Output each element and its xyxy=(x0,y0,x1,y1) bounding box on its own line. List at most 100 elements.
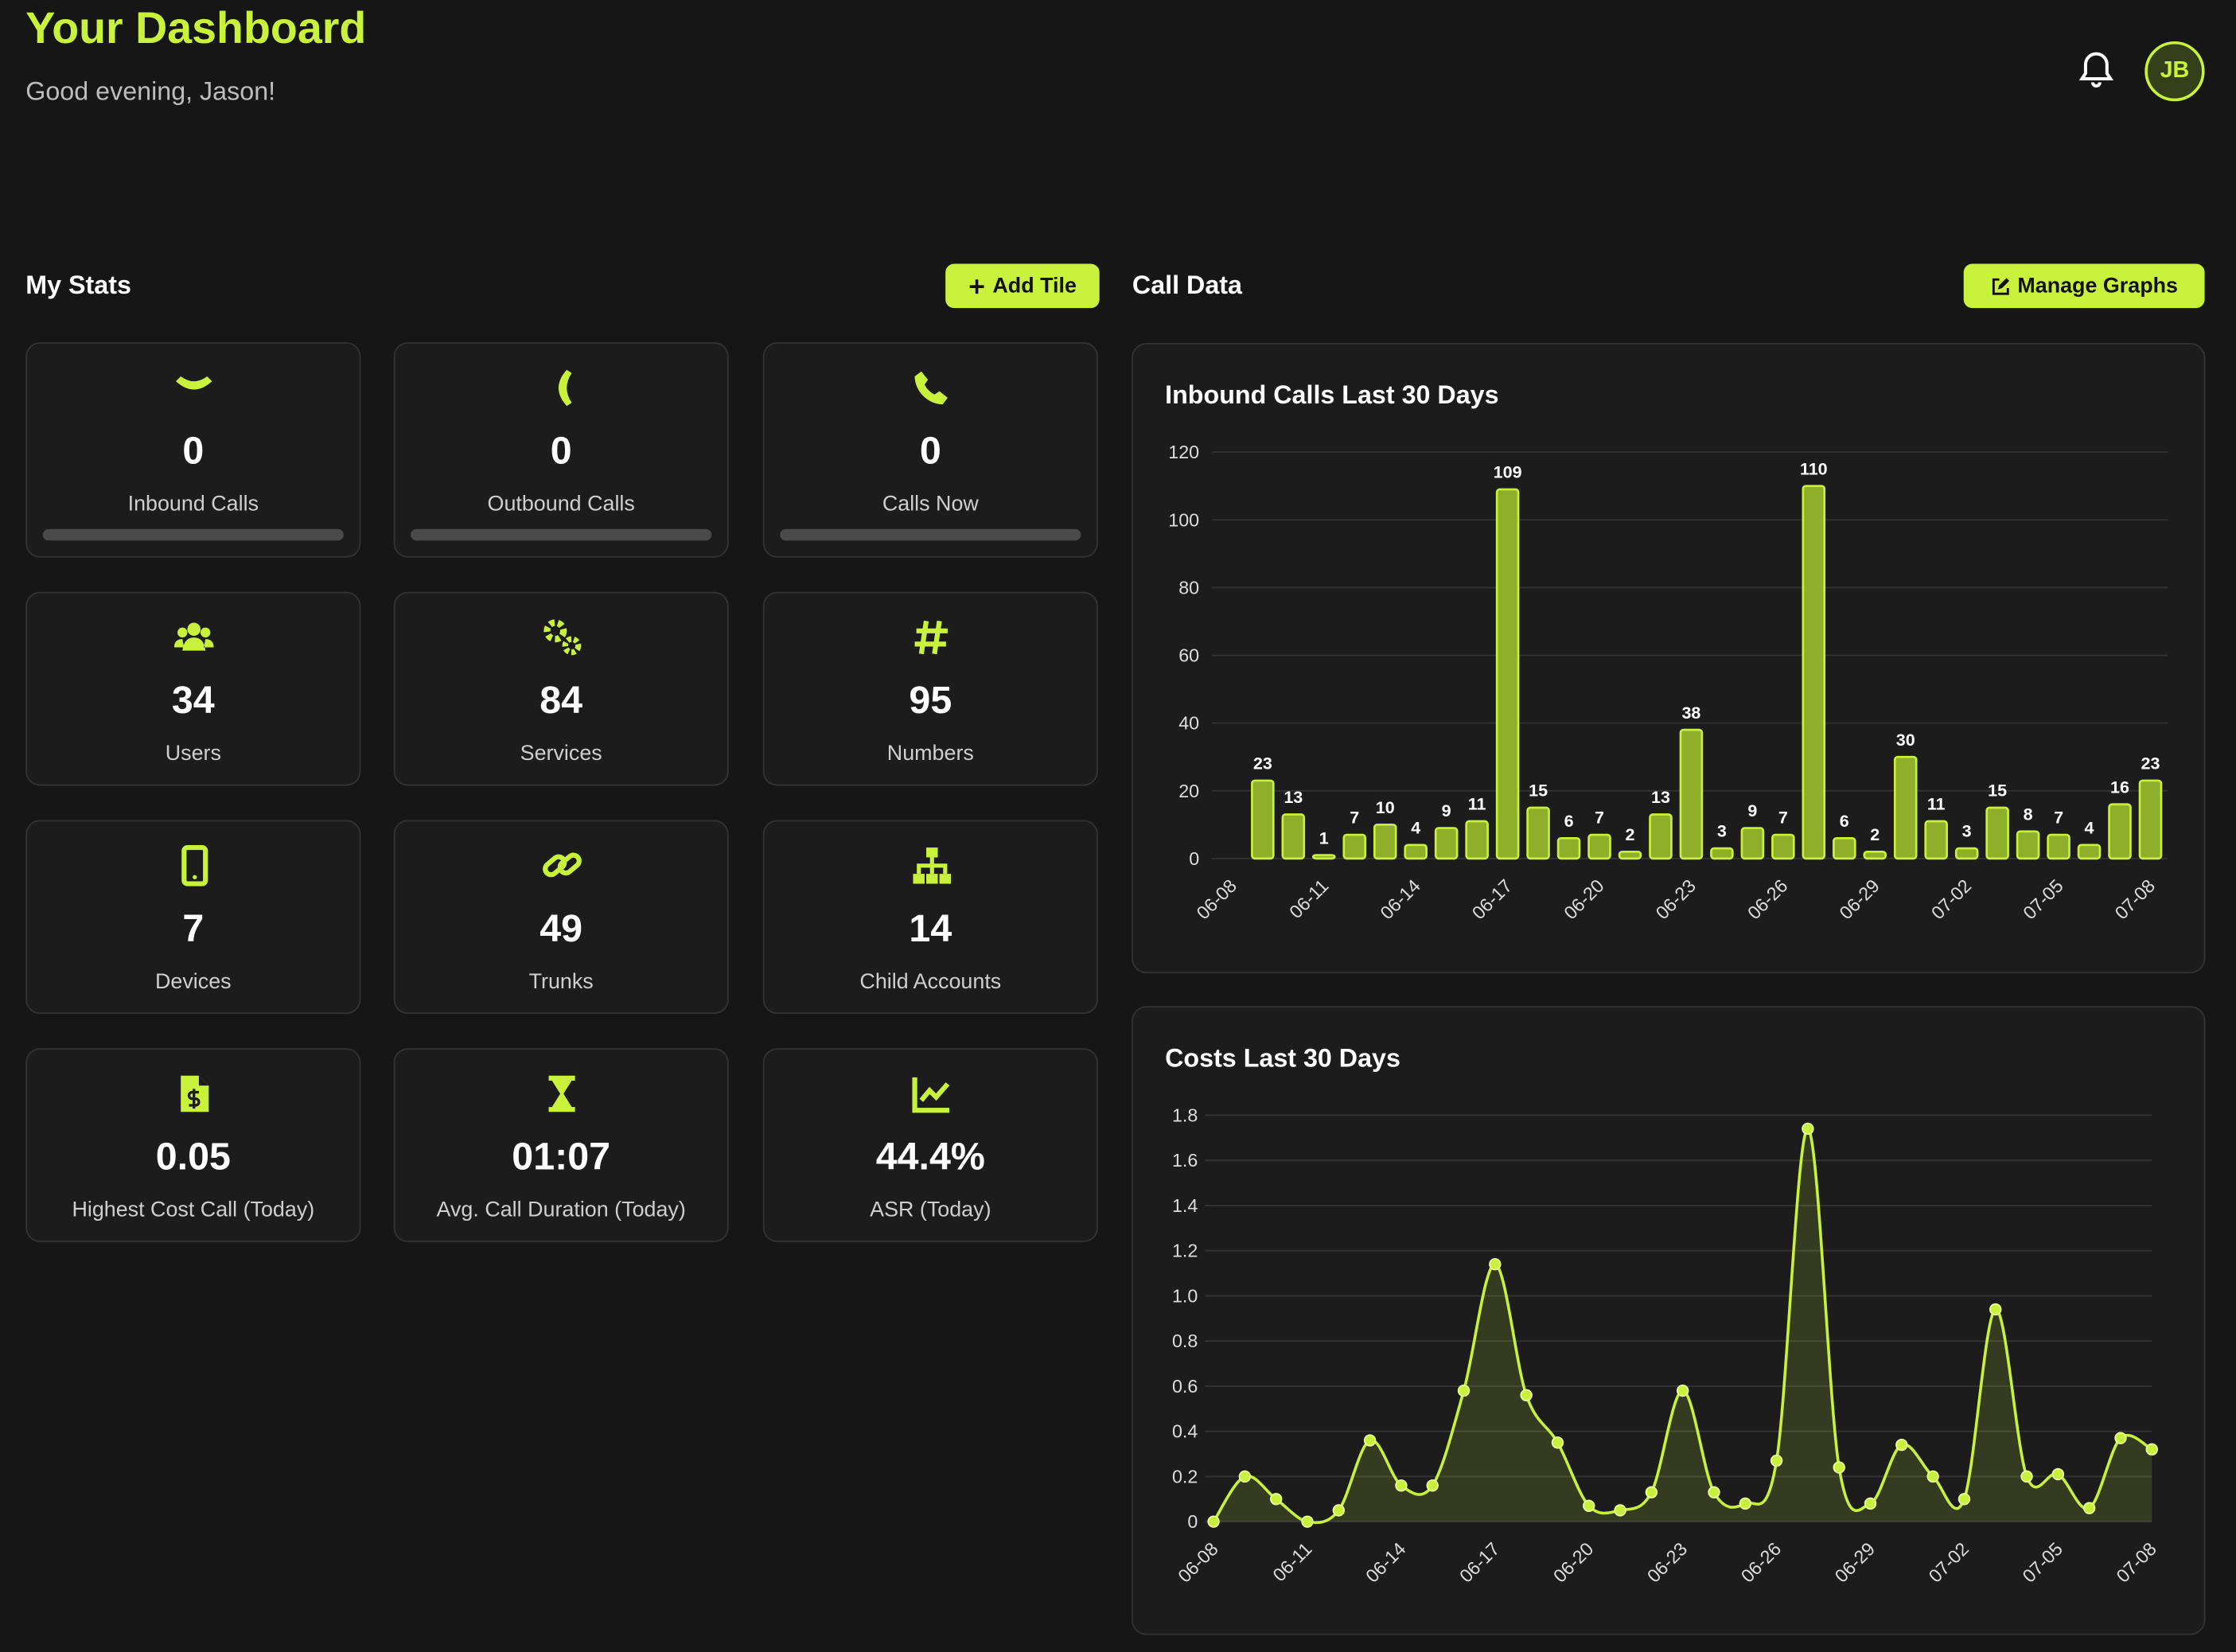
bar xyxy=(1526,806,1550,860)
bar xyxy=(1832,836,1856,860)
tile-label: Calls Now xyxy=(882,492,979,516)
avatar[interactable]: JB xyxy=(2144,41,2205,102)
data-label: 15 xyxy=(1988,781,2007,801)
tile-value: 34 xyxy=(171,679,215,722)
data-label: 109 xyxy=(1494,463,1522,482)
y-tick-label: 120 xyxy=(1168,442,1199,462)
stat-tile: 44.4% ASR (Today) xyxy=(762,1048,1098,1242)
tile-icon xyxy=(912,847,951,884)
stat-tile: 0 Inbound Calls xyxy=(25,342,361,558)
data-label: 7 xyxy=(1778,808,1788,828)
point xyxy=(1301,1515,1314,1528)
y-tick-label: 1.8 xyxy=(1172,1105,1198,1125)
point xyxy=(1457,1384,1471,1397)
stat-tile: 84 Services xyxy=(393,591,729,786)
progress-track xyxy=(42,528,344,541)
bar xyxy=(1251,779,1275,860)
data-label: 38 xyxy=(1681,703,1700,723)
data-label: 1 xyxy=(1319,828,1329,847)
add-tile-button[interactable]: Add Tile xyxy=(945,263,1100,309)
y-tick-label: 1.0 xyxy=(1172,1285,1198,1306)
tile-label: Avg. Call Duration (Today) xyxy=(436,1198,686,1222)
data-label: 23 xyxy=(1253,754,1272,773)
stat-tile: 34 Users xyxy=(25,591,361,786)
point xyxy=(1269,1493,1283,1506)
tile-value: 0 xyxy=(182,429,205,473)
progress-track xyxy=(780,528,1081,541)
bar xyxy=(2077,844,2102,860)
area xyxy=(1213,1128,2152,1523)
tile-value: 7 xyxy=(182,906,205,950)
point xyxy=(2020,1470,2033,1483)
button-label: Manage Graphs xyxy=(2017,274,2179,298)
bar xyxy=(2108,803,2132,860)
section-heading: Call Data xyxy=(1132,271,1242,300)
y-tick-label: 40 xyxy=(1178,713,1199,734)
y-tick-label: 0 xyxy=(1189,848,1199,869)
data-label: 23 xyxy=(2141,754,2160,773)
data-label: 7 xyxy=(2054,808,2063,828)
y-tick-label: 80 xyxy=(1178,577,1199,598)
bar xyxy=(1985,806,2009,860)
data-label: 2 xyxy=(1626,825,1635,844)
tile-label: Child Accounts xyxy=(859,969,1002,995)
chart-title: Inbound Calls Last 30 Days xyxy=(1165,380,1498,409)
data-label: 11 xyxy=(1927,795,1946,814)
y-tick-label: 1.4 xyxy=(1172,1195,1198,1216)
stat-tile: 7 Devices xyxy=(25,820,361,1015)
data-label: 7 xyxy=(1595,808,1604,828)
bar xyxy=(1863,850,1887,860)
tile-icon xyxy=(175,376,212,390)
tile-icon xyxy=(558,369,571,407)
manage-graphs-button[interactable]: Manage Graphs xyxy=(1963,263,2205,309)
point xyxy=(1770,1454,1783,1467)
tile-icon xyxy=(913,620,948,655)
data-label: 9 xyxy=(1747,801,1757,820)
data-label: 110 xyxy=(1800,459,1828,478)
point xyxy=(1739,1497,1751,1510)
tile-label: Trunks xyxy=(528,969,594,995)
page-title: Your Dashboard xyxy=(25,2,367,53)
bar xyxy=(2047,833,2070,860)
data-label: 11 xyxy=(1468,795,1486,814)
point xyxy=(1238,1470,1252,1483)
data-label: 2 xyxy=(1870,825,1880,844)
tile-value: 01:07 xyxy=(512,1135,611,1179)
stat-tile: 14 Child Accounts xyxy=(762,820,1098,1015)
point xyxy=(2114,1432,2127,1444)
tile-icon xyxy=(547,1075,575,1112)
bar xyxy=(1434,827,1459,860)
point xyxy=(1395,1479,1408,1492)
y-tick-label: 0.2 xyxy=(1172,1466,1198,1486)
point xyxy=(1614,1504,1626,1517)
tile-value: 84 xyxy=(540,679,583,722)
data-label: 9 xyxy=(1442,801,1451,820)
point xyxy=(1864,1497,1877,1510)
stat-tile: 0.05 Highest Cost Call (Today) xyxy=(25,1048,361,1242)
edit-icon xyxy=(1992,277,2009,294)
plus-icon xyxy=(969,279,984,294)
y-tick-label: 1.2 xyxy=(1172,1241,1198,1261)
point xyxy=(1583,1499,1595,1513)
point xyxy=(1708,1486,1720,1498)
point xyxy=(1207,1515,1220,1528)
bar xyxy=(1495,488,1520,860)
tile-value: 0 xyxy=(550,429,572,473)
tile-value: 0 xyxy=(919,429,941,473)
progress-track xyxy=(411,528,712,541)
chart-title: Costs Last 30 Days xyxy=(1165,1043,1400,1072)
point xyxy=(2082,1502,2096,1514)
notifications[interactable] xyxy=(2075,49,2118,92)
bar xyxy=(1281,813,1306,860)
stat-tile: 0 Outbound Calls xyxy=(393,342,729,558)
bar xyxy=(1342,833,1367,860)
point xyxy=(1489,1257,1502,1271)
data-label: 8 xyxy=(2024,805,2033,824)
y-tick-label: 0.6 xyxy=(1172,1376,1198,1397)
greeting: Good evening, Jason! xyxy=(25,76,276,106)
bar xyxy=(1954,847,1979,860)
tile-icon xyxy=(913,371,948,405)
y-tick-label: 0.4 xyxy=(1172,1421,1198,1442)
point xyxy=(1957,1493,1971,1506)
